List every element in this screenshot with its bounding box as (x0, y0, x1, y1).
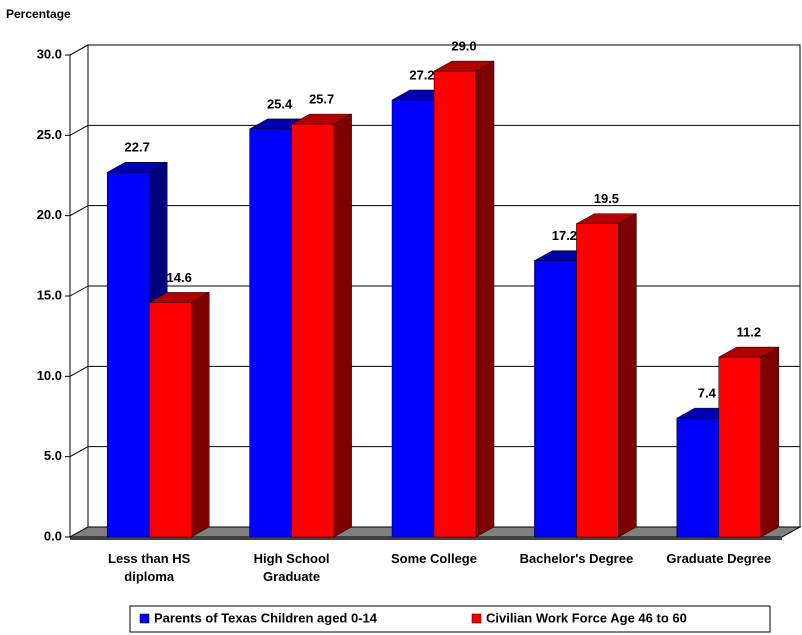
bar-side (475, 60, 495, 538)
bar (291, 123, 334, 538)
bar (106, 172, 150, 538)
legend-label: Civilian Work Force Age 46 to 60 (486, 610, 687, 625)
grid-line (69, 44, 89, 56)
floor-edge (70, 537, 782, 540)
x-tick-label: Bachelor's Degree (519, 551, 634, 566)
bar-side (760, 346, 780, 538)
legend-swatch (471, 613, 482, 624)
data-label: 14.6 (167, 270, 192, 285)
grid-line (69, 365, 89, 377)
y-tick-label: 0.0 (44, 528, 62, 543)
data-label: 11.2 (737, 324, 762, 339)
data-label: 7.4 (698, 386, 717, 401)
y-tick-label: 20.0 (37, 207, 62, 222)
bar-side (618, 213, 637, 538)
bar (249, 128, 292, 538)
grid-line (69, 446, 89, 458)
data-label: 27.2 (409, 67, 434, 82)
bar (433, 70, 477, 538)
grid-line (69, 124, 89, 136)
x-tick-label: Less than HS diploma (108, 551, 191, 584)
y-tick-label: 10.0 (37, 368, 62, 383)
bar (534, 260, 577, 538)
bar-side (333, 113, 352, 538)
x-tick-label: High School Graduate (253, 551, 330, 584)
bar (576, 223, 619, 538)
x-tick-label: Graduate Degree (666, 551, 772, 566)
grid-line (69, 205, 89, 217)
data-label: 25.7 (309, 92, 334, 107)
data-label: 17.2 (552, 228, 577, 243)
y-tick-label: 30.0 (37, 46, 62, 61)
bar (148, 302, 192, 538)
bar (718, 356, 762, 538)
bar-side (190, 292, 210, 538)
data-label: 19.5 (594, 191, 619, 206)
x-tick-label: Some College (391, 551, 477, 566)
legend-label: Parents of Texas Children aged 0-14 (154, 610, 378, 625)
y-tick-label: 25.0 (37, 127, 62, 142)
y-tick-label: 5.0 (44, 448, 62, 463)
grid-line (69, 285, 89, 297)
y-axis-title: Percentage (6, 7, 71, 21)
data-label: 22.7 (125, 140, 150, 155)
legend-swatch (139, 613, 150, 624)
y-tick-label: 15.0 (37, 287, 62, 302)
legend-box (129, 605, 771, 633)
bar (391, 99, 435, 538)
data-label: 29.0 (451, 39, 476, 54)
data-label: 25.4 (267, 96, 293, 111)
bar (676, 417, 720, 538)
